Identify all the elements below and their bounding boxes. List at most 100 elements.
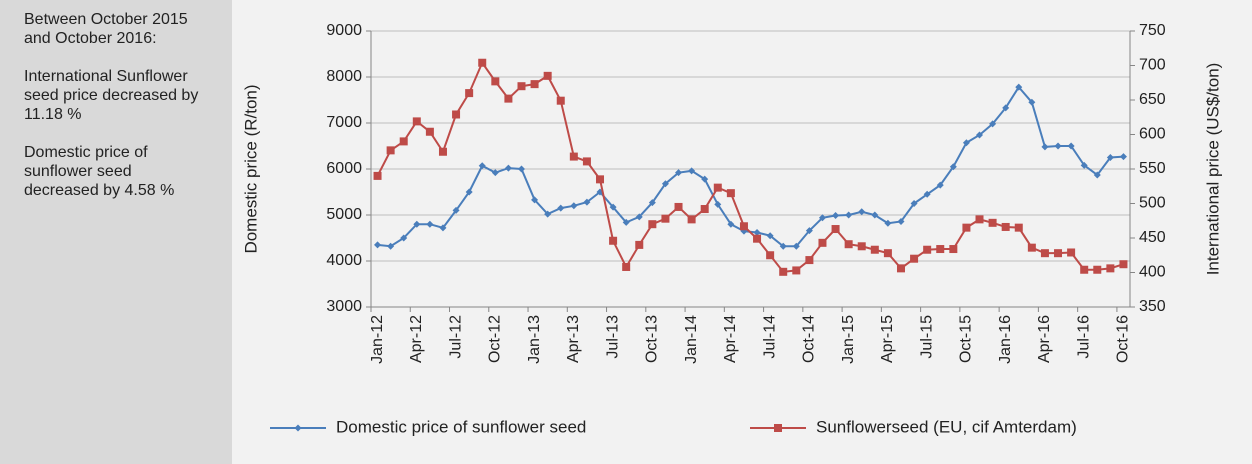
data-point <box>569 152 578 161</box>
data-point <box>425 127 434 136</box>
data-point <box>413 220 421 228</box>
data-point <box>883 249 892 258</box>
x-tick-label: Apr-13 <box>565 315 582 363</box>
data-point <box>582 157 591 166</box>
sidebar-text: International Sunflower seed price decre… <box>24 68 199 123</box>
y-tick-label: 3000 <box>326 298 362 315</box>
data-point <box>871 211 879 219</box>
data-point <box>1106 264 1115 273</box>
data-point <box>583 198 591 206</box>
data-point <box>635 240 644 249</box>
data-point <box>386 146 395 155</box>
sidebar: Between October 2015 and October 2016: I… <box>0 0 232 464</box>
x-tick-label: Apr-16 <box>1036 315 1053 363</box>
data-point <box>774 424 782 432</box>
data-point <box>452 206 460 214</box>
data-point <box>1014 223 1023 232</box>
data-point <box>870 245 879 254</box>
data-point <box>635 213 643 221</box>
legend-label: Domestic price of sunflower seed <box>336 417 586 436</box>
data-point <box>465 89 474 98</box>
data-point <box>831 225 840 234</box>
legend-label: Sunflowerseed (EU, cif Amterdam) <box>816 417 1077 436</box>
data-point <box>688 167 696 175</box>
data-point <box>753 234 762 243</box>
data-point <box>1054 249 1063 258</box>
data-point <box>726 189 735 198</box>
data-point <box>373 171 382 180</box>
data-point <box>687 215 696 224</box>
data-point <box>412 117 421 126</box>
x-tick-label: Jul-15 <box>918 315 935 359</box>
data-point <box>923 245 932 254</box>
data-point <box>962 223 971 232</box>
data-point <box>504 94 513 103</box>
data-point <box>438 147 447 156</box>
data-point <box>792 242 800 250</box>
data-point <box>884 219 892 227</box>
y-tick-label: 8000 <box>326 68 362 85</box>
data-point <box>544 210 552 218</box>
data-point <box>478 162 486 170</box>
data-point <box>857 242 866 251</box>
data-point <box>387 242 395 250</box>
data-point <box>779 267 788 276</box>
data-point <box>792 266 801 275</box>
data-point <box>897 217 905 225</box>
data-point <box>517 165 525 173</box>
data-point <box>557 204 565 212</box>
data-point <box>648 199 656 207</box>
data-point <box>399 137 408 146</box>
data-point <box>844 240 853 249</box>
data-point <box>988 218 997 227</box>
data-point <box>1093 171 1101 179</box>
data-point <box>727 220 735 228</box>
data-point <box>739 222 748 231</box>
data-point <box>766 251 775 260</box>
chart: 3000 4000 5000 6000 7000 8000 9000 350 400 450 500… <box>241 22 1222 436</box>
x-tick-label: Jan-13 <box>526 315 543 364</box>
data-point <box>700 205 709 214</box>
data-point <box>896 264 905 273</box>
data-point <box>570 202 578 210</box>
data-point <box>975 215 984 224</box>
data-point <box>661 180 669 188</box>
y2-tick-label: 550 <box>1139 160 1166 177</box>
sidebar-text: Domestic price of sunflower seed decreas… <box>24 144 175 199</box>
data-point <box>609 236 618 245</box>
y-tick-label: 9000 <box>326 22 362 39</box>
x-tick-label: Oct-16 <box>1115 315 1132 363</box>
data-point <box>714 200 722 208</box>
series-line <box>377 85 1124 248</box>
x-tick-label: Apr-12 <box>408 315 425 363</box>
y2-tick-label: 350 <box>1139 298 1166 315</box>
data-point <box>674 202 683 211</box>
data-point <box>530 80 539 89</box>
data-point <box>675 169 683 177</box>
y2-tick-label: 400 <box>1139 264 1166 281</box>
y2-tick-label: 600 <box>1139 126 1166 143</box>
data-point <box>1106 154 1114 161</box>
data-point <box>517 82 526 91</box>
y2-tick-label: 700 <box>1139 57 1166 74</box>
x-tick-label: Oct-12 <box>487 315 504 363</box>
data-point <box>989 120 997 128</box>
data-point <box>478 58 487 67</box>
data-point <box>962 139 970 147</box>
data-point <box>400 234 408 242</box>
x-tick-label: Jul-12 <box>447 315 464 359</box>
data-point <box>491 169 499 177</box>
data-point <box>949 163 957 171</box>
y-tick-label: 4000 <box>326 252 362 269</box>
data-point <box>910 200 918 207</box>
x-tick-label: Jan-12 <box>369 315 386 364</box>
data-point <box>1002 104 1010 112</box>
y-tick-label: 6000 <box>326 160 362 177</box>
data-point <box>805 256 814 265</box>
x-tick-label: Oct-15 <box>958 315 975 363</box>
x-tick-label: Apr-15 <box>879 315 896 363</box>
data-point <box>1119 153 1127 161</box>
data-point <box>1067 248 1076 257</box>
data-point <box>1040 249 1049 258</box>
y2-tick-label: 650 <box>1139 91 1166 108</box>
